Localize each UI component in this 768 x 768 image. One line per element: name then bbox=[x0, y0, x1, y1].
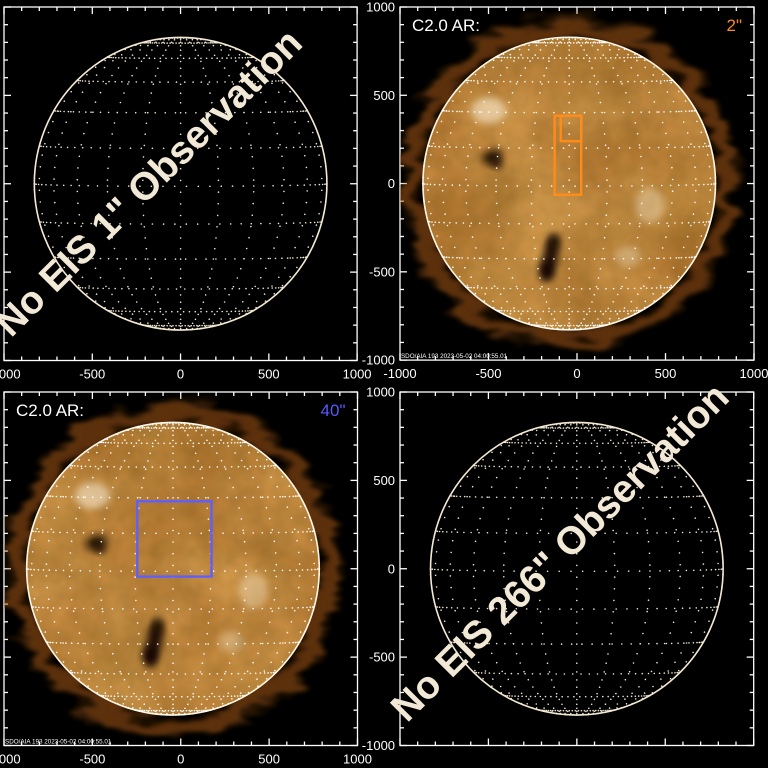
svg-text:-500: -500 bbox=[369, 649, 395, 664]
svg-text:-1000: -1000 bbox=[383, 366, 416, 381]
svg-text:2": 2" bbox=[726, 16, 741, 35]
svg-text:0: 0 bbox=[573, 366, 580, 381]
svg-text:500: 500 bbox=[654, 366, 676, 381]
svg-text:-1000: -1000 bbox=[0, 366, 21, 381]
svg-text:500: 500 bbox=[258, 366, 280, 381]
svg-text:-500: -500 bbox=[369, 265, 395, 280]
svg-text:C2.0 AR:: C2.0 AR: bbox=[412, 16, 480, 35]
svg-text:0: 0 bbox=[177, 366, 184, 381]
svg-text:40": 40" bbox=[321, 401, 346, 420]
svg-text:-500: -500 bbox=[80, 366, 106, 381]
svg-text:SDO/AIA 193 2023-05-02 04:00:5: SDO/AIA 193 2023-05-02 04:00:55.01 bbox=[401, 353, 508, 360]
svg-text:-500: -500 bbox=[475, 366, 501, 381]
svg-text:C2.0 AR:: C2.0 AR: bbox=[16, 401, 84, 420]
svg-text:-500: -500 bbox=[80, 751, 106, 766]
svg-text:1000: 1000 bbox=[343, 366, 372, 381]
svg-text:500: 500 bbox=[373, 88, 395, 103]
svg-text:1000: 1000 bbox=[343, 751, 372, 766]
svg-text:500: 500 bbox=[259, 751, 281, 766]
svg-text:1000: 1000 bbox=[366, 0, 395, 15]
svg-text:0: 0 bbox=[387, 176, 394, 191]
svg-text:500: 500 bbox=[373, 472, 395, 487]
svg-text:1000: 1000 bbox=[739, 366, 768, 381]
svg-text:1000: 1000 bbox=[366, 384, 395, 399]
svg-text:0: 0 bbox=[177, 751, 184, 766]
svg-text:No EIS 1" Observation: No EIS 1" Observation bbox=[0, 21, 311, 345]
svg-text:-1000: -1000 bbox=[0, 751, 21, 766]
svg-text:SDO/AIA 193 2023-05-02 04:00:5: SDO/AIA 193 2023-05-02 04:00:55.01 bbox=[5, 738, 112, 745]
svg-text:-1000: -1000 bbox=[361, 353, 394, 368]
svg-text:-1000: -1000 bbox=[361, 738, 394, 753]
svg-text:0: 0 bbox=[387, 561, 394, 576]
